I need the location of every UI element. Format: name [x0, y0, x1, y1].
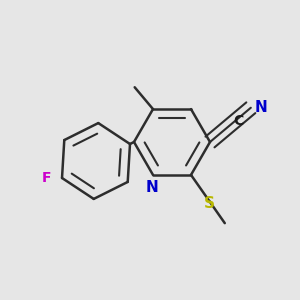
Text: N: N	[146, 180, 158, 195]
Text: S: S	[204, 196, 215, 211]
Text: F: F	[41, 171, 51, 185]
Text: N: N	[254, 100, 267, 115]
Text: C: C	[234, 114, 244, 128]
